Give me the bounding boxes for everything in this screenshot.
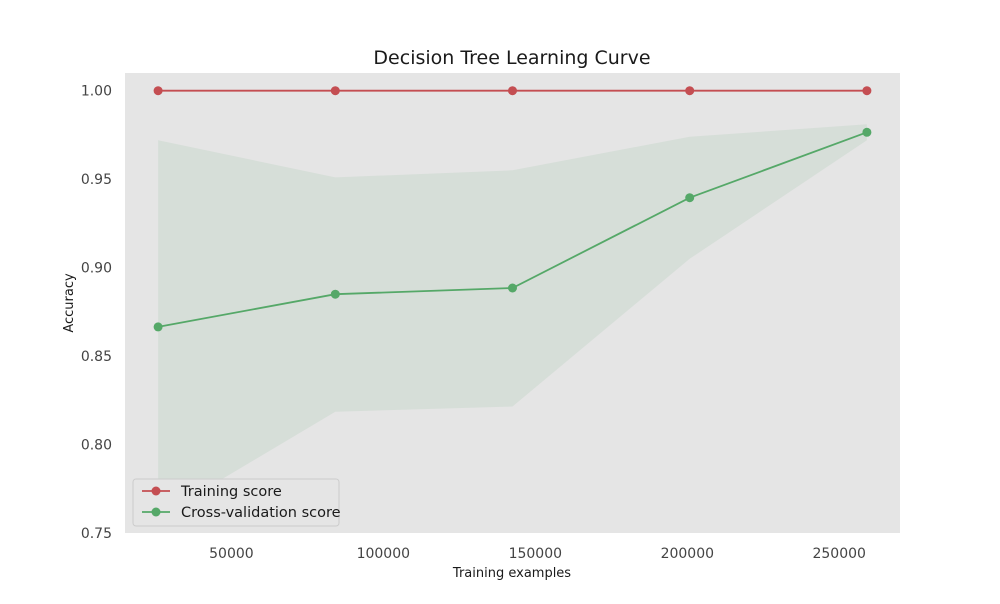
- chart-title: Decision Tree Learning Curve: [373, 47, 650, 69]
- y-tick-label: 0.80: [81, 438, 112, 454]
- legend-training-score-label: Training score: [180, 484, 282, 500]
- cross-validation-score-point: [685, 193, 695, 203]
- x-tick-label: 250000: [812, 546, 865, 562]
- training-score-point: [862, 86, 872, 96]
- plot-area: [125, 73, 900, 533]
- cross-validation-score-band: [158, 124, 867, 518]
- y-axis-label: Accuracy: [62, 273, 77, 333]
- training-score-point: [685, 86, 695, 96]
- series-markers: [153, 86, 872, 332]
- cross-validation-score-point: [862, 127, 872, 137]
- y-tick-label: 0.75: [81, 526, 112, 542]
- cross-validation-score-point: [153, 322, 163, 332]
- y-tick-label: 0.90: [81, 261, 112, 277]
- training-score-point: [153, 86, 163, 96]
- legend-cross-validation-score-label: Cross-validation score: [181, 505, 341, 521]
- x-tick-label: 150000: [509, 546, 562, 562]
- x-tick-label: 50000: [209, 546, 254, 562]
- legend: Training score Cross-validation score: [132, 478, 341, 527]
- legend-training-score-marker: [151, 486, 161, 496]
- x-axis-label: Training examples: [452, 566, 571, 581]
- x-tick-label: 200000: [661, 546, 714, 562]
- x-tick-label: 100000: [357, 546, 410, 562]
- y-tick-label: 1.00: [81, 84, 112, 100]
- legend-box: [132, 478, 340, 527]
- y-tick-label: 0.95: [81, 172, 112, 188]
- x-axis-ticks: 50000 100000 150000 200000 250000: [209, 546, 866, 562]
- training-score-point: [330, 86, 340, 96]
- y-tick-label: 0.85: [81, 349, 112, 365]
- legend-cross-validation-score-marker: [151, 507, 161, 517]
- confidence-bands: [158, 124, 867, 518]
- cross-validation-score-point: [508, 283, 517, 293]
- cross-validation-score-point: [330, 289, 340, 299]
- training-score-point: [508, 86, 517, 96]
- y-axis-ticks: 0.75 0.80 0.85 0.90 0.95 1.00: [81, 84, 112, 542]
